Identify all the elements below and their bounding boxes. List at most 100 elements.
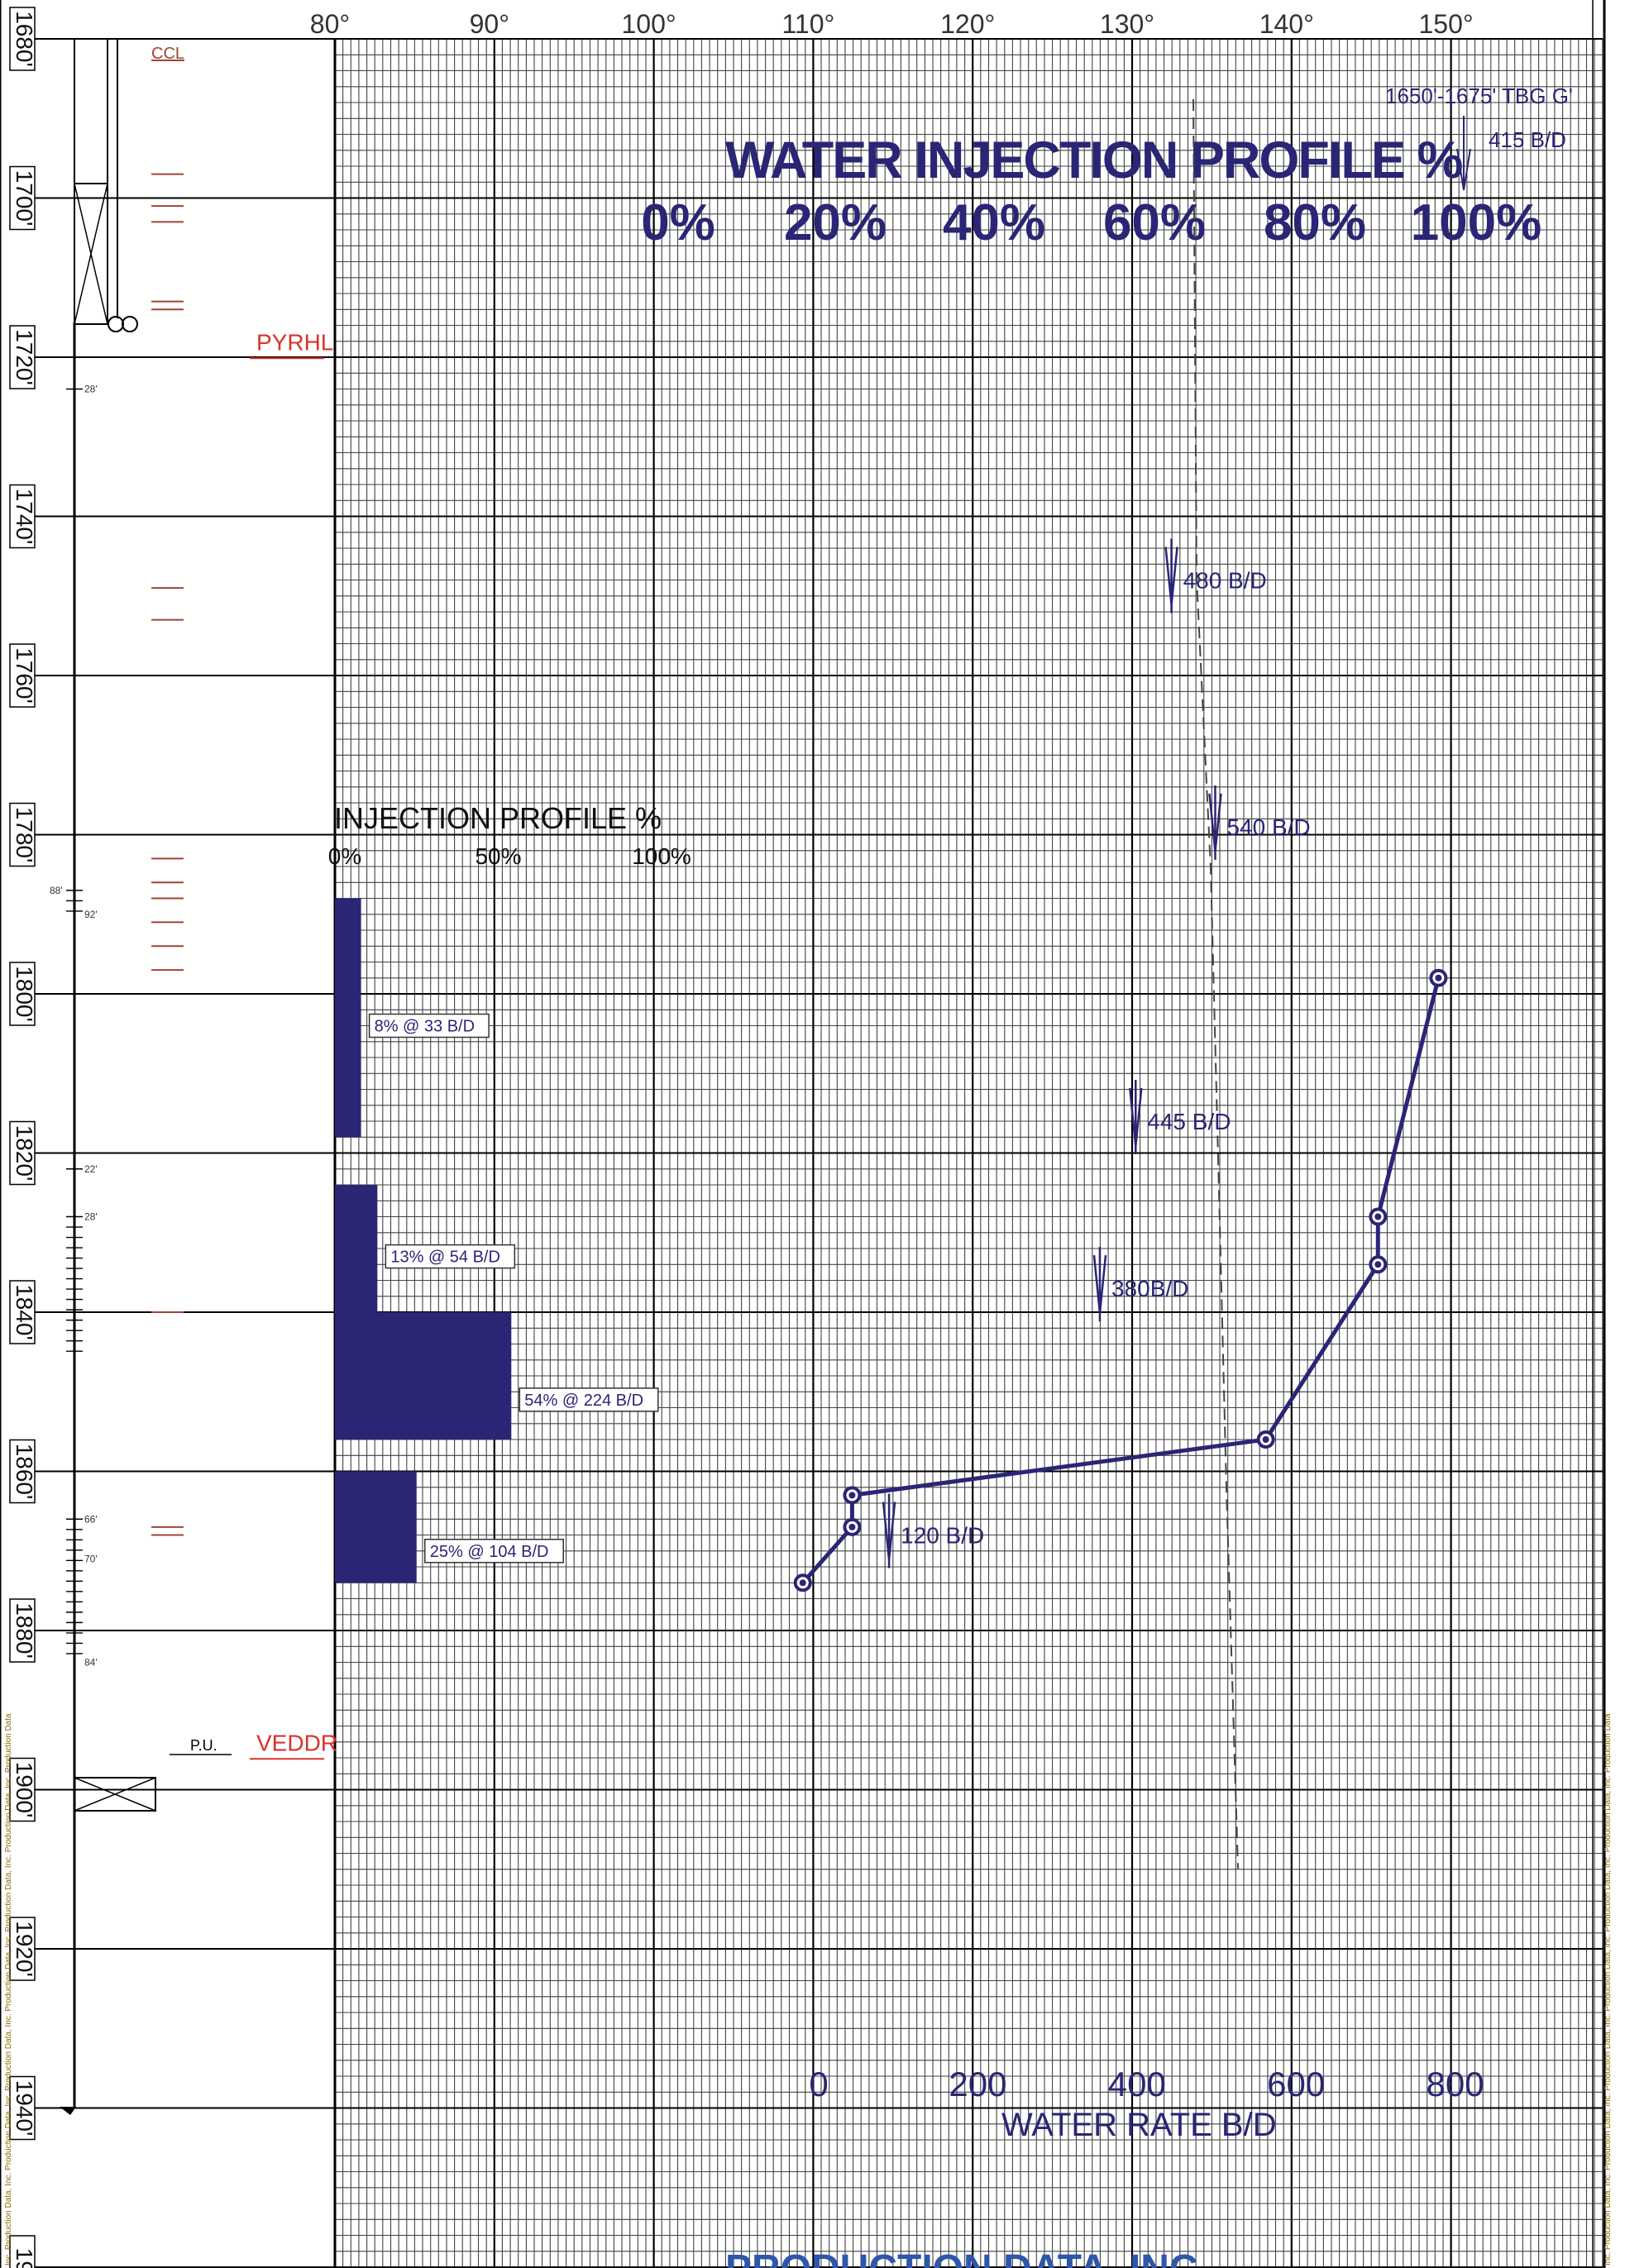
spinner-arrow (1208, 785, 1222, 860)
injection-profile-bar (335, 1312, 512, 1440)
depth-label-text: 1840' (12, 1284, 37, 1340)
depth-label: 1680' (9, 7, 37, 71)
depth-label-text: 1680' (12, 11, 37, 67)
depth-label-text: 1880' (12, 1602, 37, 1659)
injection-profile-bar (335, 1185, 378, 1312)
side-watermark-left: Inc. Production Data, Inc. Production Da… (4, 1713, 13, 2266)
depth-label-box (9, 643, 36, 708)
injection-profile-bars: INJECTION PROFILE % 0% 50% 100% 8% @ 33 B/D… (328, 801, 691, 1583)
temperature-tick-label: 90° (470, 9, 509, 39)
depth-label-text: 1920' (12, 1921, 37, 1977)
perforation-depth-label: 66' (84, 1513, 98, 1525)
formation-top-label: PYRHL (256, 329, 333, 355)
depth-label-box (9, 802, 36, 867)
depth-label-box (9, 1917, 36, 1981)
depth-label-box (9, 1598, 36, 1663)
depth-label-text: 1700' (12, 170, 37, 227)
depth-label: 1760' (9, 643, 37, 708)
rate-annotation: 120 B/D (901, 1523, 984, 1549)
injection-profile-bar-label: 54% @ 224 B/D (524, 1392, 643, 1410)
water-injection-profile: WATER INJECTION PROFILE % WATER RATE B/D… (641, 84, 1573, 2143)
depth-label-text: 196 (12, 2248, 37, 2268)
pu-label: P.U. (190, 1737, 217, 1754)
injection-profile-tick: 0% (328, 843, 361, 869)
perforation-depth-label: 92' (84, 909, 98, 920)
perforation-labels: 28' 88' 92' 22' 28' 66' 70' 84' (50, 384, 98, 1669)
depth-scale: 1680' 1700' 1720' 1740' 1760' 1780' 1800' 1820'… (9, 7, 37, 2268)
rate-tick-label: 800 (1427, 2065, 1484, 2103)
depth-label-text: 1780' (12, 807, 37, 863)
rate-annotation: 415 B/D (1489, 127, 1566, 152)
rate-annotation: 445 B/D (1147, 1109, 1231, 1134)
tubing-end-circle (122, 316, 138, 332)
depth-label: 1920' (9, 1917, 37, 1981)
depth-label-text: 1760' (12, 647, 37, 704)
well-schematic-panel: CCL P.U. (60, 39, 232, 2115)
temperature-scale: 80° 90° 100° 110° 120° 130° 140° 150° (310, 9, 1474, 39)
depth-label-text: 1940' (12, 2080, 37, 2137)
rate-tick-label: 600 (1267, 2065, 1325, 2103)
depth-label-box (9, 484, 36, 549)
spinner-arrow (1164, 538, 1178, 614)
temperature-tick-label: 150° (1419, 9, 1474, 39)
perforation-depth-label: 22' (84, 1163, 98, 1175)
lower-packer-x (74, 1777, 156, 1812)
depth-label: 1700' (9, 165, 37, 231)
depth-label-box (9, 1439, 36, 1504)
side-watermark: Inc. Production Data, Inc. Production Da… (4, 1713, 1613, 2266)
depth-label-text: 1900' (12, 1762, 37, 1818)
spinner-arrow (1129, 1080, 1143, 1154)
bottom-cut-text: PRODUCTION DATA, INC (725, 2247, 1198, 2268)
injection-profile-bar (335, 1471, 417, 1583)
spinner-arrow (1092, 1247, 1107, 1322)
depth-label: 196 (9, 2235, 37, 2268)
temperature-tick-label: 140° (1259, 9, 1314, 39)
ccl-label: CCL (151, 45, 184, 63)
perforation-depth-label: 84' (84, 1657, 98, 1669)
spinner-arrow (882, 1493, 896, 1569)
depth-label: 1740' (9, 484, 37, 549)
depth-label: 1900' (9, 1757, 37, 1822)
water-rate-point-dot (848, 1523, 856, 1530)
depth-label-text: 1860' (12, 1444, 37, 1500)
formation-tops: PYRHL VEDDR (250, 329, 337, 1760)
injection-profile-bar-label-box (519, 1387, 659, 1412)
injection-profile-bar-label: 25% @ 104 B/D (430, 1543, 549, 1561)
injection-profile-bar-label: 8% @ 33 B/D (375, 1018, 475, 1036)
depth-label-box (9, 2075, 36, 2141)
temperature-tick-label: 120° (940, 9, 995, 39)
rate-tick-label: 200 (949, 2065, 1006, 2103)
perforation-depth-label: 70' (84, 1553, 98, 1564)
percent-tick-label: 80% (1264, 194, 1366, 251)
depth-label: 1820' (9, 1120, 37, 1186)
percent-tick-label: 0% (641, 194, 715, 251)
depth-label: 1940' (9, 2075, 37, 2141)
upper-packer-x (74, 183, 108, 325)
percent-tick-label: 100% (1411, 194, 1542, 251)
injection-profile-bar (335, 898, 361, 1138)
water-rate-point-dot (1435, 974, 1442, 981)
depth-label-text: 1820' (12, 1125, 37, 1182)
spinner-arrow (1456, 116, 1471, 191)
formation-top-label: VEDDR (256, 1730, 337, 1755)
depth-label: 1860' (9, 1439, 37, 1504)
rate-annotation: 480 B/D (1183, 568, 1267, 594)
casing-shoe (60, 2107, 76, 2115)
water-rate-point-dot (1374, 1213, 1382, 1220)
tubing-end-circle (108, 316, 124, 332)
depth-label: 1720' (9, 325, 37, 389)
rate-annotation: 540 B/D (1226, 814, 1310, 840)
rate-tick-label: 0 (809, 2065, 828, 2103)
depth-label-text: 1740' (12, 489, 37, 545)
injection-profile-tick: 50% (475, 843, 521, 869)
injection-profile-bar-label-box (368, 1013, 490, 1039)
water-rate-point-dot (1374, 1261, 1382, 1268)
depth-label-box (9, 2235, 36, 2268)
injection-profile-title: INJECTION PROFILE % (334, 801, 662, 835)
water-injection-title: WATER INJECTION PROFILE % (725, 131, 1462, 189)
depth-label: 1880' (9, 1598, 37, 1663)
injection-profile-bar-label: 13% @ 54 B/D (390, 1249, 500, 1267)
water-rate-point-dot (799, 1579, 806, 1587)
major-depth-grid (33, 38, 1603, 2268)
depth-label-text: 1720' (12, 329, 37, 385)
